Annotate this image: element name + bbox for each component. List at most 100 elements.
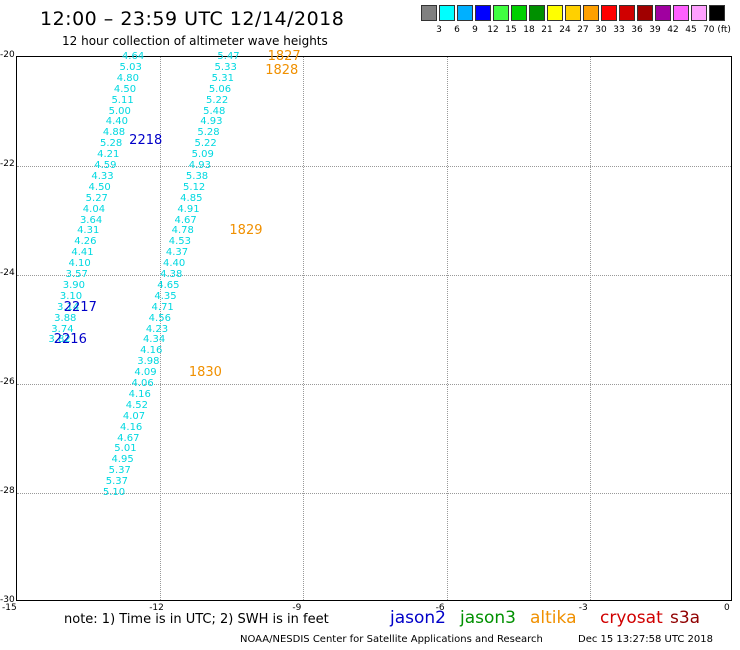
colorbar-swatch (691, 5, 707, 21)
wave-height-value: 3.14 (57, 301, 80, 313)
colorbar-swatch (457, 5, 473, 21)
latitude-tick-label: -24 (0, 268, 15, 278)
wave-height-value: 4.64 (121, 51, 145, 62)
latitude-tick-label: -26 (0, 377, 15, 387)
colorbar-label: 42 (667, 25, 679, 35)
wave-height-value: 4.78 (171, 225, 194, 237)
map-plot-area[interactable]: 4.64 5.03 4.80 4.50 5.11 5.00 4.40 4.88 5.28 4.21… (16, 49, 732, 601)
wave-height-value: 5.10 (102, 487, 126, 498)
colorbar-label: 36 (631, 25, 643, 35)
colorbar-label: 3 (436, 25, 442, 35)
satellite-legend-altika: altika (530, 608, 577, 628)
parallel-gridline (17, 275, 731, 276)
wave-height-value: 4.50 (88, 181, 111, 193)
wave-height-value: 3.82 (48, 334, 71, 346)
wave-height-value: 4.67 (117, 432, 140, 444)
colorbar-swatch (547, 5, 563, 21)
chart-subtitle: 12 hour collection of altimeter wave hei… (62, 34, 328, 48)
wave-height-value: 5.47 (217, 51, 240, 62)
wave-height-value: 4.06 (131, 378, 154, 389)
wave-height-value: 5.22 (205, 94, 229, 106)
wave-height-value: 4.40 (105, 116, 128, 128)
latitude-tick-label: -22 (0, 159, 15, 169)
pass-time-label: 1827 (267, 49, 301, 64)
colorbar-swatch (565, 5, 581, 21)
wave-height-value: 5.01 (114, 443, 137, 455)
meridian-gridline (303, 57, 305, 600)
wave-height-value: 5.27 (85, 192, 108, 204)
meridian-gridline (446, 57, 448, 600)
wave-height-value: 4.53 (168, 236, 191, 248)
longitude-tick-label: -6 (435, 603, 445, 613)
wave-height-value: 4.07 (122, 410, 146, 422)
wave-height-value: 4.41 (71, 247, 94, 259)
wave-height-value: 3.88 (54, 312, 77, 324)
parallel-gridline (17, 493, 731, 494)
satellite-legend-s3a: s3a (670, 608, 701, 628)
parallel-gridline (17, 166, 731, 167)
wave-height-value: 4.67 (174, 214, 197, 226)
wave-height-value: 5.31 (211, 72, 234, 84)
wave-height-value: 3.10 (59, 290, 83, 302)
wave-height-value: 4.23 (145, 323, 169, 335)
footer-credit: NOAA/NESDIS Center for Satellite Applica… (240, 634, 543, 645)
colorbar-label: 21 (541, 25, 553, 35)
wave-height-value: 4.50 (113, 83, 137, 95)
colorbar-swatch (511, 5, 527, 21)
wave-height-value: 5.28 (99, 138, 123, 150)
pass-time-label: 1830 (188, 365, 222, 381)
wave-height-value: 4.38 (160, 269, 183, 280)
wave-height-value: 4.10 (68, 258, 91, 270)
wave-height-value: 4.34 (142, 334, 166, 346)
wave-height-value: 4.85 (180, 192, 203, 204)
colorbar-swatch (655, 5, 671, 21)
wave-height-value: 4.65 (157, 279, 180, 291)
wave-height-value: 5.06 (208, 83, 232, 95)
wave-height-value: 5.28 (197, 127, 220, 139)
wave-height-value: 4.93 (200, 116, 223, 128)
wave-height-value: 4.91 (177, 203, 200, 215)
wave-height-value: 4.56 (148, 312, 171, 324)
colorbar-swatch (673, 5, 689, 21)
wave-height-value: 4.33 (91, 170, 114, 182)
pass-time-label: 1828 (265, 62, 299, 78)
wave-height-value: 5.09 (191, 149, 214, 161)
pass-time-label: 1829 (229, 223, 263, 239)
wave-height-value: 4.04 (82, 203, 106, 215)
longitude-tick-label: -9 (292, 603, 302, 613)
colorbar-label: 12 (487, 25, 499, 35)
colorbar-label: 70 (ft) (703, 25, 731, 35)
wave-height-value: 4.26 (74, 236, 97, 248)
wave-height-value: 4.52 (125, 399, 149, 411)
wave-height-value: 5.48 (203, 105, 226, 117)
wave-height-value: 5.00 (108, 105, 131, 117)
colorbar-swatch (601, 5, 617, 21)
satellite-legend-cryosat: cryosat (600, 608, 663, 628)
pass-time-label: 2217 (63, 299, 97, 315)
wave-height-value: 4.16 (120, 421, 143, 433)
colorbar-label: 30 (595, 25, 607, 35)
wave-height-value: 5.37 (105, 476, 128, 488)
wave-height-value: 4.40 (162, 258, 186, 270)
longitude-tick-label: -15 (2, 603, 17, 613)
wave-height-value: 4.59 (94, 160, 117, 171)
chart-title: 12:00 – 23:59 UTC 12/14/2018 (40, 8, 345, 30)
wave-height-value: 4.35 (154, 290, 177, 302)
colorbar-label: 24 (559, 25, 571, 35)
meridian-gridline (160, 57, 162, 600)
wave-height-value: 5.37 (108, 465, 131, 477)
colorbar-swatch (637, 5, 653, 21)
note-text: note: 1) Time is in UTC; 2) SWH is in fe… (64, 612, 329, 627)
colorbar-label: 9 (472, 25, 478, 35)
wave-height-value: 3.64 (79, 214, 103, 226)
satellite-legend-jason2: jason2 (390, 608, 446, 628)
longitude-tick-label: 0 (724, 603, 730, 613)
colorbar-swatch (493, 5, 509, 21)
latitude-tick-label: -28 (0, 486, 15, 496)
colorbar-label: 18 (523, 25, 535, 35)
longitude-tick-label: -3 (578, 603, 588, 613)
latitude-tick-label: -30 (0, 595, 15, 605)
wave-height-value: 4.16 (128, 388, 151, 400)
satellite-legend-jason3: jason3 (460, 608, 516, 628)
pass-time-label: 2216 (53, 332, 87, 348)
